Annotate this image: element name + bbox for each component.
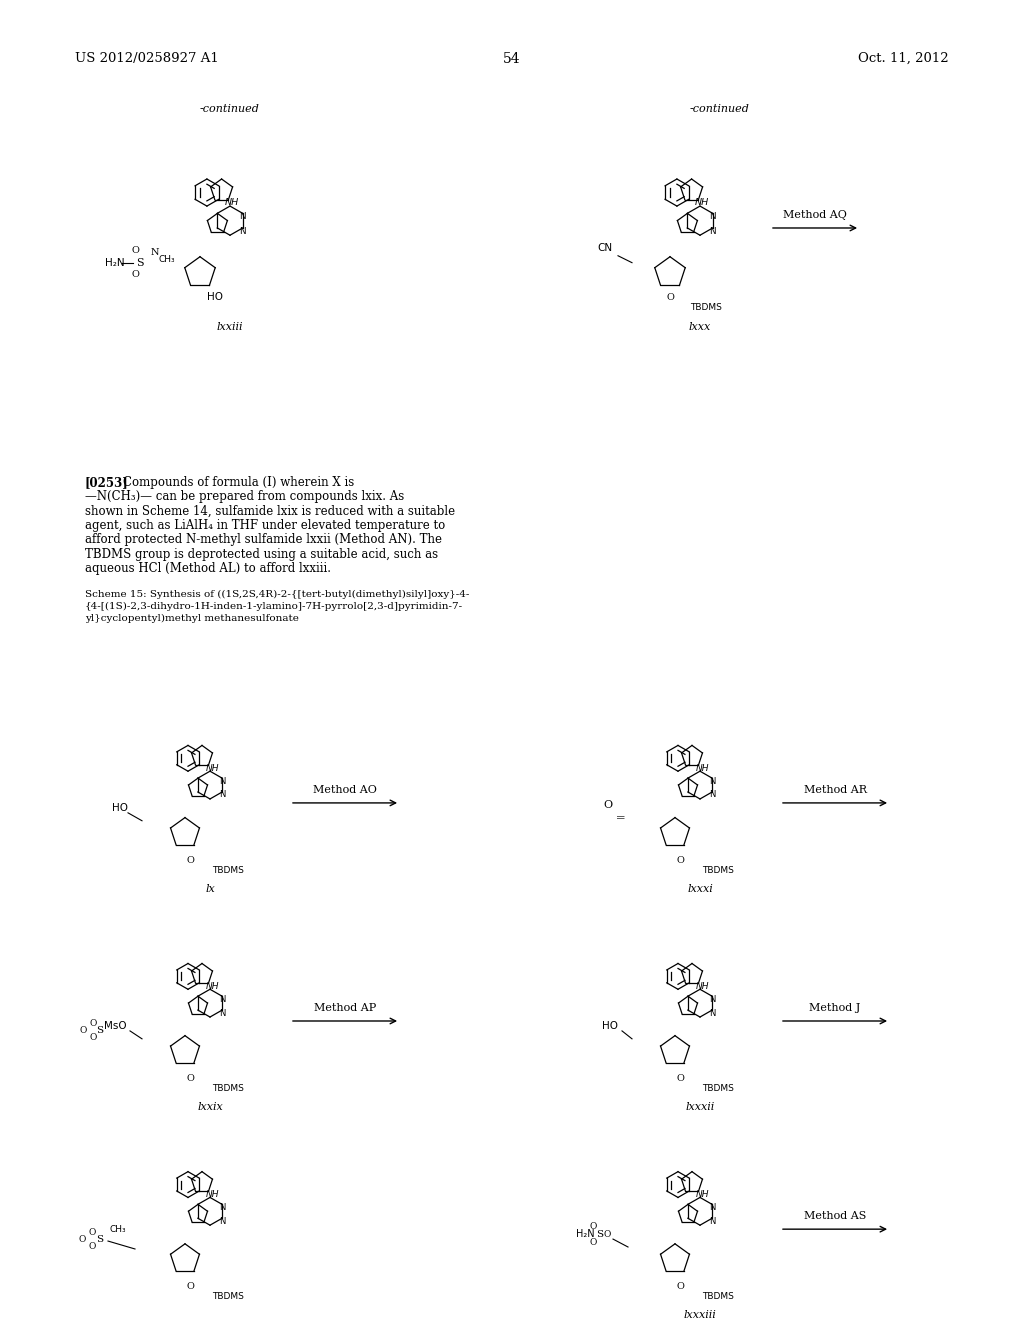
Text: NH: NH [225, 198, 240, 207]
Text: N: N [709, 1008, 715, 1018]
Text: CH₃: CH₃ [110, 1225, 127, 1234]
Text: O: O [186, 1074, 194, 1082]
Text: TBDMS: TBDMS [702, 1292, 734, 1302]
Text: NH: NH [205, 982, 219, 991]
Text: Scheme 15: Synthesis of ((1S,2S,4R)-2-{[tert-butyl(dimethyl)silyl]oxy}-4-: Scheme 15: Synthesis of ((1S,2S,4R)-2-{[… [85, 590, 469, 599]
Text: N: N [240, 227, 246, 235]
Text: O: O [676, 1074, 684, 1082]
Text: O: O [88, 1228, 95, 1237]
Text: H₂N: H₂N [105, 257, 125, 268]
Text: -continued: -continued [200, 104, 260, 114]
Text: O: O [590, 1238, 597, 1246]
Text: TBDMS: TBDMS [212, 866, 244, 875]
Text: N: N [709, 791, 715, 800]
Text: yl}cyclopentyl)methyl methanesulfonate: yl}cyclopentyl)methyl methanesulfonate [85, 614, 299, 623]
Text: aqueous HCl (Method AL) to afford lxxiii.: aqueous HCl (Method AL) to afford lxxiii… [85, 562, 331, 576]
Text: lxxxiii: lxxxiii [684, 1311, 717, 1320]
Text: O: O [131, 247, 139, 255]
Text: N: N [219, 1008, 225, 1018]
Text: afford protected N-methyl sulfamide lxxii (Method AN). The: afford protected N-methyl sulfamide lxxi… [85, 533, 442, 546]
Text: N: N [710, 227, 716, 235]
Text: N: N [219, 1203, 225, 1212]
Text: NH: NH [695, 764, 709, 772]
Text: O: O [666, 293, 674, 302]
Text: TBDMS: TBDMS [212, 1292, 244, 1302]
Text: N: N [710, 213, 716, 220]
Text: HO: HO [602, 1020, 618, 1031]
Text: NH: NH [695, 982, 709, 991]
Text: NH: NH [205, 1189, 219, 1199]
Text: -continued: -continued [690, 104, 750, 114]
Text: N: N [709, 995, 715, 1003]
Text: N: N [709, 776, 715, 785]
Text: CN: CN [597, 243, 612, 253]
Text: ||: || [616, 812, 624, 817]
Text: N: N [219, 995, 225, 1003]
Text: lxxix: lxxix [198, 1102, 223, 1113]
Text: O: O [590, 1222, 597, 1230]
Text: NH: NH [205, 764, 219, 772]
Text: O: O [603, 1230, 610, 1238]
Text: N: N [151, 248, 160, 257]
Text: Method AP: Method AP [314, 1003, 376, 1012]
Text: shown in Scheme 14, sulfamide lxix is reduced with a suitable: shown in Scheme 14, sulfamide lxix is re… [85, 504, 455, 517]
Text: Method AQ: Method AQ [783, 210, 847, 220]
Text: O: O [89, 1019, 96, 1028]
Text: Compounds of formula (I) wherein X is: Compounds of formula (I) wherein X is [123, 475, 354, 488]
Text: O: O [88, 1242, 95, 1250]
Text: HO: HO [112, 803, 128, 813]
Text: 54: 54 [503, 51, 521, 66]
Text: lxxxii: lxxxii [685, 1102, 715, 1113]
Text: N: N [219, 791, 225, 800]
Text: O: O [78, 1234, 86, 1243]
Text: TBDMS: TBDMS [702, 866, 734, 875]
Text: lxxiii: lxxiii [217, 322, 244, 333]
Text: S: S [136, 257, 143, 268]
Text: O: O [131, 271, 139, 279]
Text: N: N [709, 1203, 715, 1212]
Text: Method J: Method J [809, 1003, 861, 1012]
Text: HO: HO [207, 292, 223, 302]
Text: O: O [186, 855, 194, 865]
Text: O: O [89, 1034, 96, 1043]
Text: NH: NH [695, 1189, 709, 1199]
Text: lxxx: lxxx [689, 322, 711, 333]
Text: CH₃: CH₃ [159, 255, 175, 264]
Text: H₂N: H₂N [575, 1229, 594, 1239]
Text: O: O [79, 1027, 87, 1035]
Text: N: N [219, 776, 225, 785]
Text: N: N [219, 1217, 225, 1226]
Text: lxxxi: lxxxi [687, 884, 713, 894]
Text: S: S [96, 1234, 103, 1243]
Text: {4-[(1S)-2,3-dihydro-1H-inden-1-ylamino]-7H-pyrrolo[2,3-d]pyrimidin-7-: {4-[(1S)-2,3-dihydro-1H-inden-1-ylamino]… [85, 602, 463, 611]
Text: Method AS: Method AS [804, 1212, 866, 1221]
Text: TBDMS: TBDMS [702, 1084, 734, 1093]
Text: TBDMS group is deprotected using a suitable acid, such as: TBDMS group is deprotected using a suita… [85, 548, 438, 561]
Text: S: S [96, 1027, 103, 1035]
Text: O: O [676, 855, 684, 865]
Text: US 2012/0258927 A1: US 2012/0258927 A1 [75, 51, 219, 65]
Text: agent, such as LiAlH₄ in THF under elevated temperature to: agent, such as LiAlH₄ in THF under eleva… [85, 519, 445, 532]
Text: S: S [596, 1230, 603, 1238]
Text: TBDMS: TBDMS [212, 1084, 244, 1093]
Text: [0253]: [0253] [85, 475, 129, 488]
Text: Method AR: Method AR [804, 785, 866, 795]
Text: TBDMS: TBDMS [690, 302, 722, 312]
Text: Oct. 11, 2012: Oct. 11, 2012 [858, 51, 949, 65]
Text: —N(CH₃)— can be prepared from compounds lxix. As: —N(CH₃)— can be prepared from compounds … [85, 490, 404, 503]
Text: N: N [709, 1217, 715, 1226]
Text: N: N [240, 213, 246, 220]
Text: O: O [186, 1282, 194, 1291]
Text: O: O [676, 1282, 684, 1291]
Text: NH: NH [695, 198, 710, 207]
Text: Method AO: Method AO [313, 785, 377, 795]
Text: O: O [603, 800, 612, 810]
Text: MsO: MsO [103, 1020, 126, 1031]
Text: lx: lx [205, 884, 215, 894]
